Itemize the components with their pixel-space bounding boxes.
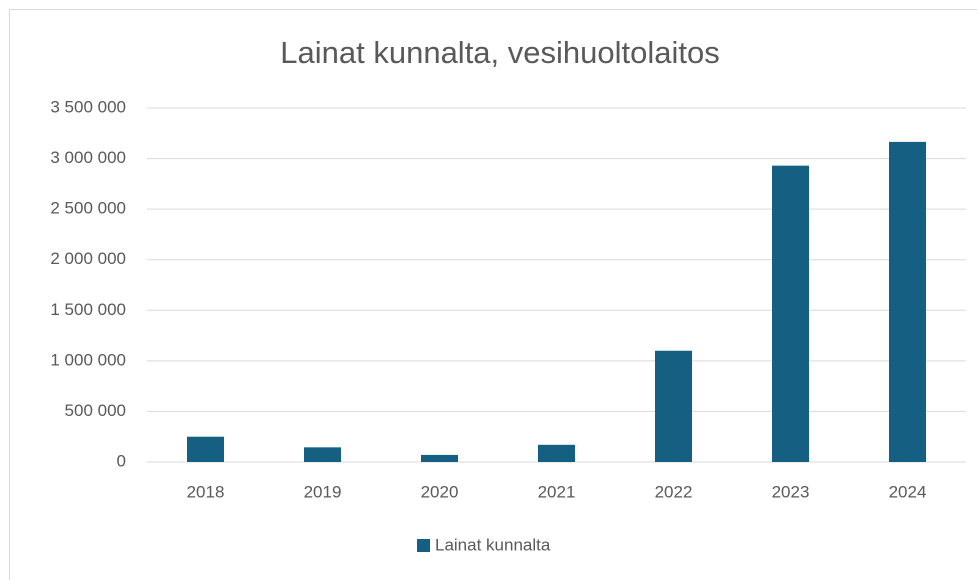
bar — [304, 447, 341, 462]
bar — [772, 165, 809, 462]
x-tick-label: 2020 — [421, 482, 459, 501]
x-tick-label: 2019 — [304, 482, 342, 501]
y-tick-label: 1 000 000 — [50, 350, 126, 369]
y-tick-label: 500 000 — [65, 401, 126, 420]
y-tick-label: 3 000 000 — [50, 148, 126, 167]
y-tick-label: 1 500 000 — [50, 300, 126, 319]
chart-title: Lainat kunnalta, vesihuoltolaitos — [280, 35, 719, 70]
x-tick-label: 2023 — [772, 482, 810, 501]
y-tick-label: 0 — [117, 451, 126, 470]
bar — [889, 141, 926, 462]
x-tick-label: 2024 — [889, 482, 927, 501]
legend-label: Lainat kunnalta — [435, 535, 551, 554]
y-tick-label: 3 500 000 — [50, 97, 126, 116]
x-tick-label: 2018 — [187, 482, 225, 501]
x-tick-label: 2021 — [538, 482, 576, 501]
bar — [421, 454, 458, 462]
bar — [187, 436, 224, 462]
bar — [538, 444, 575, 462]
chart-frame — [9, 9, 977, 580]
legend-swatch — [417, 539, 430, 552]
x-tick-label: 2022 — [655, 482, 693, 501]
y-tick-label: 2 000 000 — [50, 249, 126, 268]
y-tick-label: 2 500 000 — [50, 199, 126, 218]
bar — [655, 350, 692, 462]
